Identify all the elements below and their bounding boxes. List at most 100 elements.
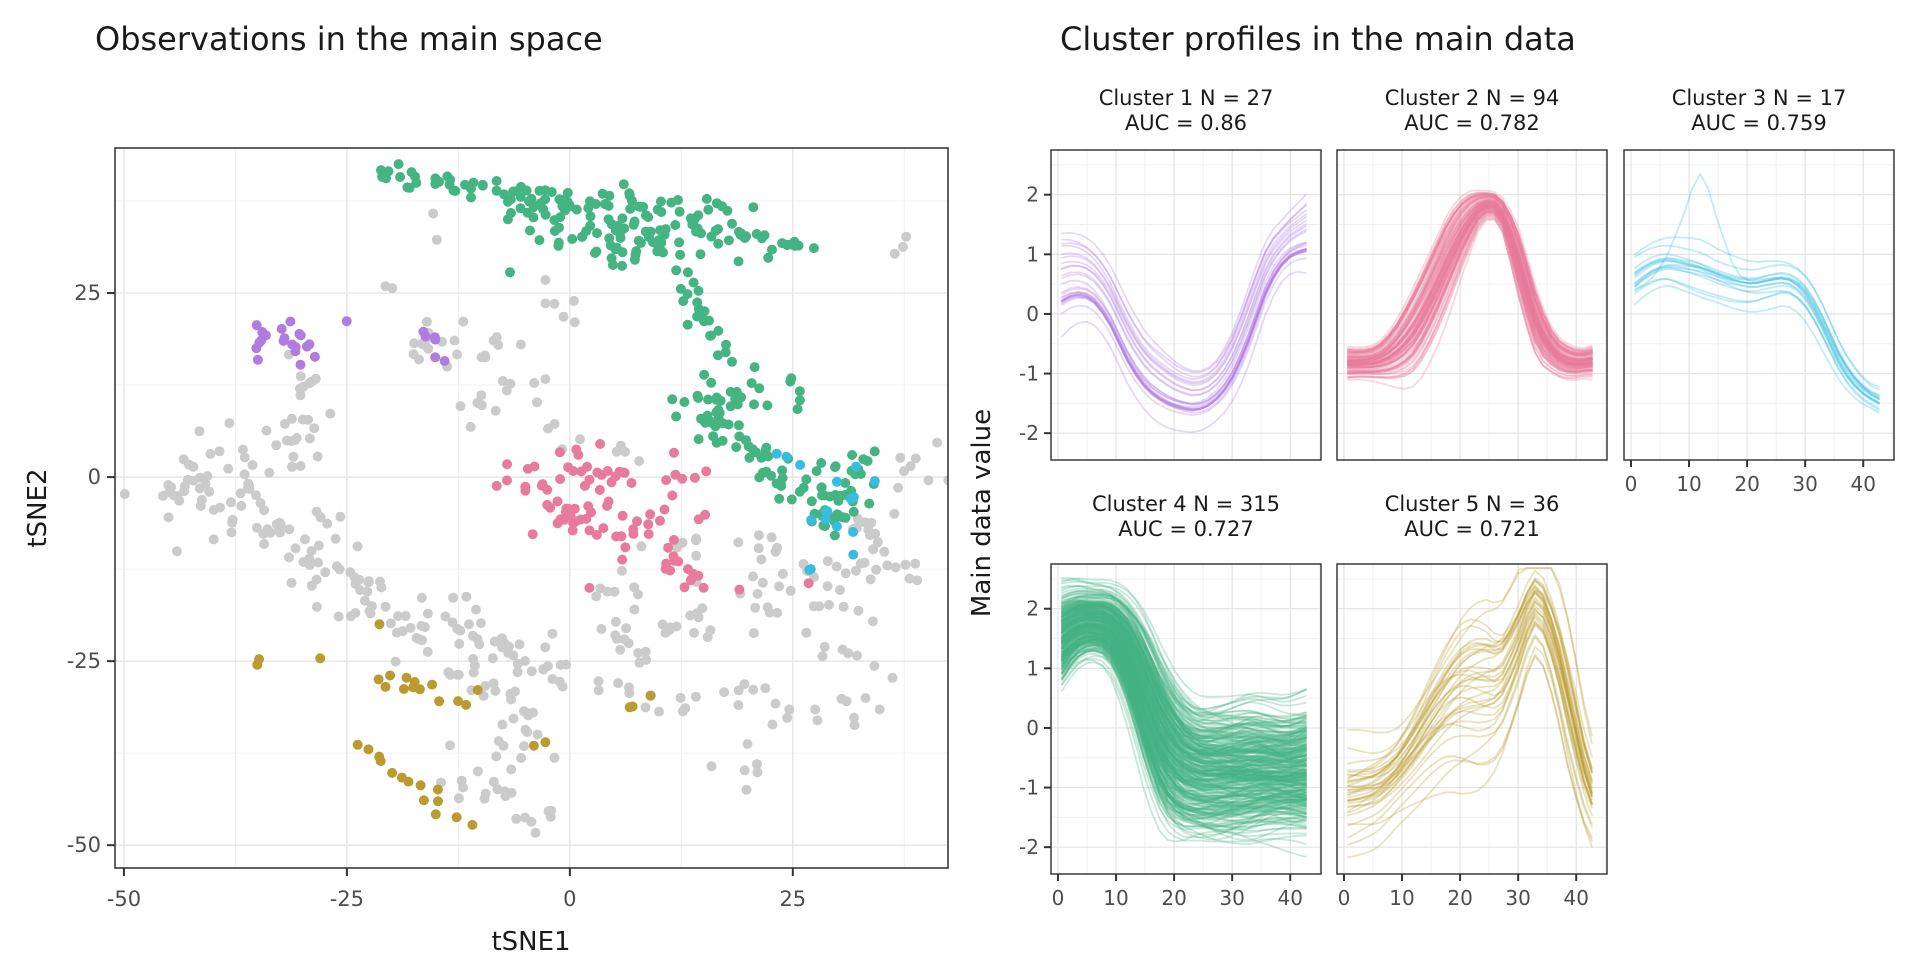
profile-line — [1061, 608, 1307, 755]
profile-line — [1347, 217, 1593, 380]
scatter-point-gray — [172, 546, 182, 557]
cluster-3-auc: AUC = 0.759 — [1691, 111, 1827, 135]
scatter-point-gray — [428, 208, 439, 219]
profile-line — [1061, 612, 1307, 758]
profile-line — [1061, 640, 1307, 812]
profile-line — [1061, 649, 1307, 830]
profile-line — [1347, 205, 1593, 362]
scatter-point-gray — [895, 452, 906, 463]
scatter-point-gray — [751, 759, 762, 770]
profile-panel-border — [1623, 149, 1895, 461]
profile-line — [1061, 647, 1307, 825]
profile-line — [1061, 631, 1307, 793]
scatter-point-gray — [445, 669, 456, 680]
scatter-title: Observations in the main space — [95, 20, 603, 58]
profile-line — [1347, 591, 1593, 797]
scatter-point-gray — [691, 533, 702, 544]
scatter-point-gold — [472, 685, 483, 695]
profile-line — [1347, 205, 1593, 367]
scatter-point-gold — [430, 809, 441, 820]
scatter-point-gold — [528, 740, 539, 751]
profile-line — [1347, 599, 1593, 783]
profile-line — [1061, 603, 1307, 751]
profile-line — [1347, 586, 1593, 791]
scatter-point-gray — [691, 550, 702, 561]
scatter-point-gray — [335, 511, 346, 522]
scatter-point-green — [749, 362, 760, 373]
profile-line — [1061, 629, 1307, 785]
profile-line — [1061, 622, 1307, 774]
profile-line — [1061, 250, 1307, 410]
scatter-point-gray — [554, 676, 565, 687]
scatter-point-gray — [501, 385, 512, 396]
profile-line — [1061, 622, 1307, 789]
profile-line — [1061, 601, 1307, 741]
profile-line — [1061, 617, 1307, 776]
profile-line — [1061, 607, 1307, 771]
scatter-point-green — [706, 231, 717, 242]
profile-line — [1347, 204, 1593, 363]
scatter-point-green — [659, 229, 670, 240]
profile-line — [1634, 173, 1880, 396]
profile-line — [1347, 191, 1593, 354]
profile-line — [1061, 639, 1307, 817]
scatter-point-gray — [304, 433, 315, 444]
scatter-point-gray — [629, 604, 640, 615]
scatter-point-gray — [464, 619, 474, 630]
scatter-point-green — [567, 234, 578, 244]
scatter-point-gray — [910, 558, 921, 569]
profile-line — [1347, 205, 1593, 366]
scatter-point-pink — [611, 531, 622, 542]
profile-line — [1061, 635, 1307, 831]
scatter-point-gray — [416, 620, 427, 631]
scatter-point-gray — [303, 414, 314, 425]
profile-line — [1061, 622, 1307, 782]
scatter-point-gray — [524, 708, 534, 719]
profile-line — [1061, 619, 1307, 776]
cluster-1-subtitle: Cluster 1 N = 27 AUC = 0.86 — [1051, 86, 1321, 136]
scatter-point-blue — [851, 461, 861, 472]
scatter-point-gray — [471, 604, 481, 615]
scatter-point-gray — [503, 641, 514, 652]
scatter-point-gray — [621, 623, 632, 634]
scatter-point-gray — [748, 628, 759, 639]
scatter-point-pink — [643, 529, 654, 540]
profile-lines-cluster-4 — [1061, 577, 1307, 858]
scatter-point-gray — [385, 618, 396, 629]
scatter-point-pink — [545, 502, 556, 513]
profile-line — [1061, 638, 1307, 805]
profile-line — [1061, 633, 1307, 792]
scatter-point-gold — [409, 677, 420, 687]
scatter-point-pink — [693, 514, 704, 525]
profile-line — [1347, 199, 1593, 360]
profile-line — [1061, 606, 1307, 757]
scatter-point-gray — [334, 564, 345, 575]
scatter-point-green — [699, 369, 710, 380]
profile-line — [1061, 649, 1307, 829]
scatter-point-green — [756, 233, 767, 244]
scatter-point-gray — [520, 812, 531, 823]
scatter-point-gray — [882, 560, 893, 571]
scatter-point-gray — [593, 685, 604, 696]
y-tick-label: 25 — [74, 281, 101, 305]
scatter-point-pink — [665, 565, 676, 576]
profile-line — [1061, 615, 1307, 764]
scatter-point-pink — [669, 555, 680, 566]
scatter-point-green — [855, 469, 866, 479]
scatter-point-gray — [872, 537, 883, 548]
profile-line — [1061, 636, 1307, 804]
profile-line — [1061, 636, 1307, 811]
scatter-point-gray — [511, 813, 522, 824]
cluster-4-subtitle: Cluster 4 N = 315 AUC = 0.727 — [1051, 492, 1321, 542]
scatter-point-pink — [502, 459, 513, 470]
scatter-point-gray — [777, 568, 788, 579]
profile-line — [1061, 632, 1307, 786]
scatter-point-gray — [532, 397, 542, 408]
scatter-point-gray — [497, 719, 508, 730]
profile-line — [1061, 618, 1307, 766]
scatter-point-gray — [819, 641, 830, 652]
profile-line — [1061, 616, 1307, 765]
profile-line — [1061, 610, 1307, 754]
profile-line — [1347, 612, 1593, 806]
scatter-point-pink — [669, 447, 679, 458]
